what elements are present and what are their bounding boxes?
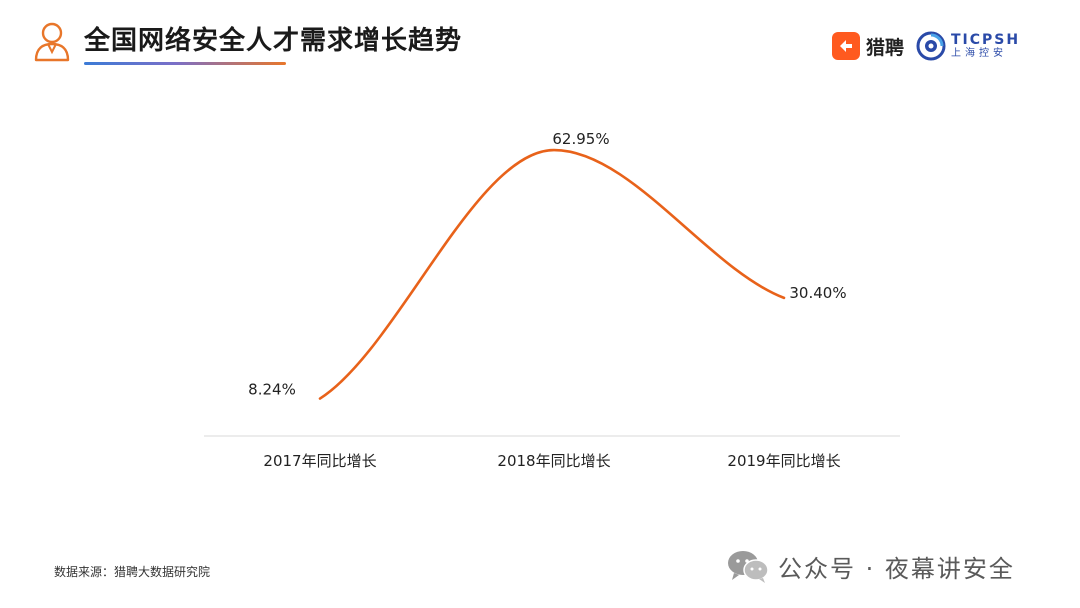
page-title: 全国网络安全人才需求增长趋势 xyxy=(84,26,463,56)
watermark-text: 公众号 · 夜幕讲安全 xyxy=(778,554,1015,583)
title-underline xyxy=(84,62,286,65)
liepin-logo-icon xyxy=(832,32,860,60)
chart-svg: 8.24% 62.95% 30.40% 2017年同比增长 2018年同比增长 2019年… xyxy=(204,130,900,470)
data-label: 8.24% xyxy=(248,381,296,399)
data-source: 数据来源：猎聘大数据研究院 xyxy=(54,565,211,579)
person-icon xyxy=(34,22,70,62)
wechat-icon xyxy=(728,551,769,583)
brand-liepin: 猎聘 xyxy=(832,30,904,62)
ticpsh-name-cn: 上海控安 xyxy=(951,48,1007,59)
watermark: 公众号 · 夜幕讲安全 xyxy=(726,548,1015,584)
x-tick-label: 2017年同比增长 xyxy=(263,452,376,470)
data-label: 62.95% xyxy=(552,130,609,148)
growth-line-chart: 8.24% 62.95% 30.40% 2017年同比增长 2018年同比增长 2019年… xyxy=(0,100,1080,500)
data-label: 30.40% xyxy=(789,284,846,302)
ticpsh-name-en: TICPSH xyxy=(951,32,1021,48)
x-tick-label: 2019年同比增长 xyxy=(727,452,840,470)
brand-ticpsh: TICPSH 上海控安 xyxy=(916,30,1020,62)
series-line xyxy=(318,148,786,400)
header: 全国网络安全人才需求增长趋势 猎聘 TICPSH 上海控安 xyxy=(0,0,1080,80)
liepin-name: 猎聘 xyxy=(866,36,905,59)
ticpsh-logo-icon xyxy=(916,31,946,61)
x-tick-label: 2018年同比增长 xyxy=(497,452,610,470)
